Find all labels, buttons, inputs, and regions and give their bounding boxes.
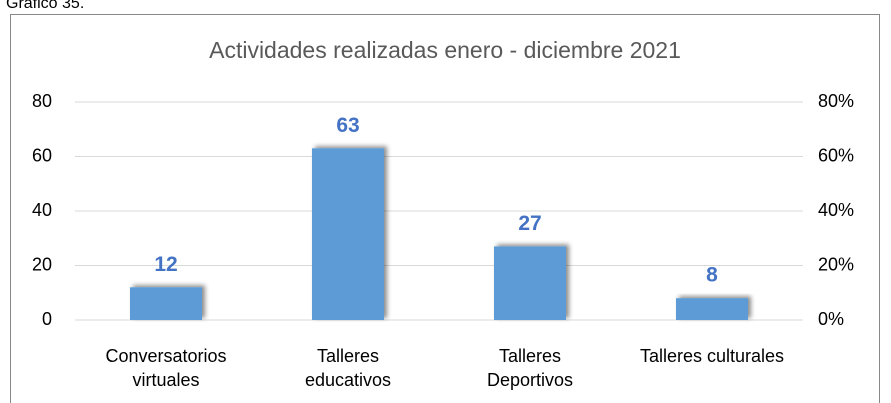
y2-tick-label: 0% bbox=[818, 309, 844, 329]
y2-tick-label: 40% bbox=[818, 200, 854, 220]
chart-frame bbox=[10, 14, 880, 403]
value-label: 12 bbox=[154, 253, 177, 276]
y2-tick-label: 20% bbox=[818, 254, 854, 274]
y-tick-label: 40 bbox=[32, 200, 52, 220]
x-tick-label: Talleres culturales bbox=[639, 346, 785, 366]
y-tick-label: 20 bbox=[32, 254, 52, 274]
y2-tick-label: 80% bbox=[818, 91, 854, 111]
bar bbox=[676, 298, 748, 320]
value-label: 8 bbox=[706, 264, 718, 287]
x-tick-label: Talleres educativos bbox=[304, 346, 392, 390]
bar bbox=[130, 287, 202, 320]
y-tick-label: 60 bbox=[32, 145, 52, 165]
bar bbox=[494, 246, 566, 320]
y-tick-label: 0 bbox=[42, 309, 52, 329]
caption: Gráfico 35. bbox=[6, 0, 84, 12]
chart-title: Actividades realizadas enero - diciembre… bbox=[209, 37, 681, 63]
value-label: 27 bbox=[518, 212, 541, 235]
bar bbox=[312, 148, 384, 320]
value-label: 63 bbox=[336, 114, 359, 137]
x-tick-label: Conversatorios virtuales bbox=[105, 346, 227, 390]
y2-tick-label: 60% bbox=[818, 145, 854, 165]
x-tick-label: Talleres Deportivos bbox=[486, 346, 574, 390]
y-tick-label: 80 bbox=[32, 91, 52, 111]
